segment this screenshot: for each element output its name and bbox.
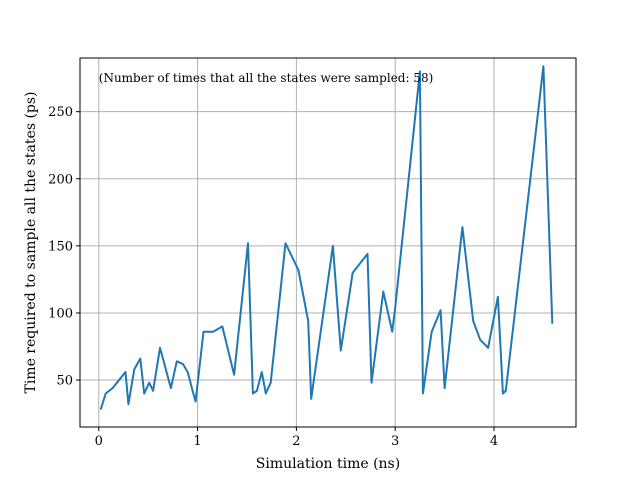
- y-tick-label: 250: [48, 105, 73, 120]
- y-tick-label: 100: [48, 306, 73, 321]
- series-group: [99, 65, 554, 410]
- annotation-text: (Number of times that all the states wer…: [99, 71, 434, 85]
- x-axis: 0 1 2 3 4: [95, 427, 498, 449]
- x-tick-label: 4: [490, 434, 498, 449]
- x-axis-label: Simulation time (ns): [256, 456, 400, 472]
- plot-frame: [79, 57, 577, 428]
- series-line: [99, 65, 554, 410]
- y-axis: 50 100 150 200 250: [48, 105, 80, 389]
- y-tick-label: 200: [48, 172, 73, 187]
- y-tick-label: 50: [56, 374, 73, 389]
- y-axis-label: Time required to sample all the states (…: [23, 91, 39, 393]
- x-tick-label: 0: [95, 434, 103, 449]
- grid-lines: [80, 58, 576, 427]
- x-tick-label: 2: [292, 434, 300, 449]
- x-tick-label: 3: [391, 434, 399, 449]
- y-tick-label: 150: [48, 239, 73, 254]
- x-tick-label: 1: [193, 434, 201, 449]
